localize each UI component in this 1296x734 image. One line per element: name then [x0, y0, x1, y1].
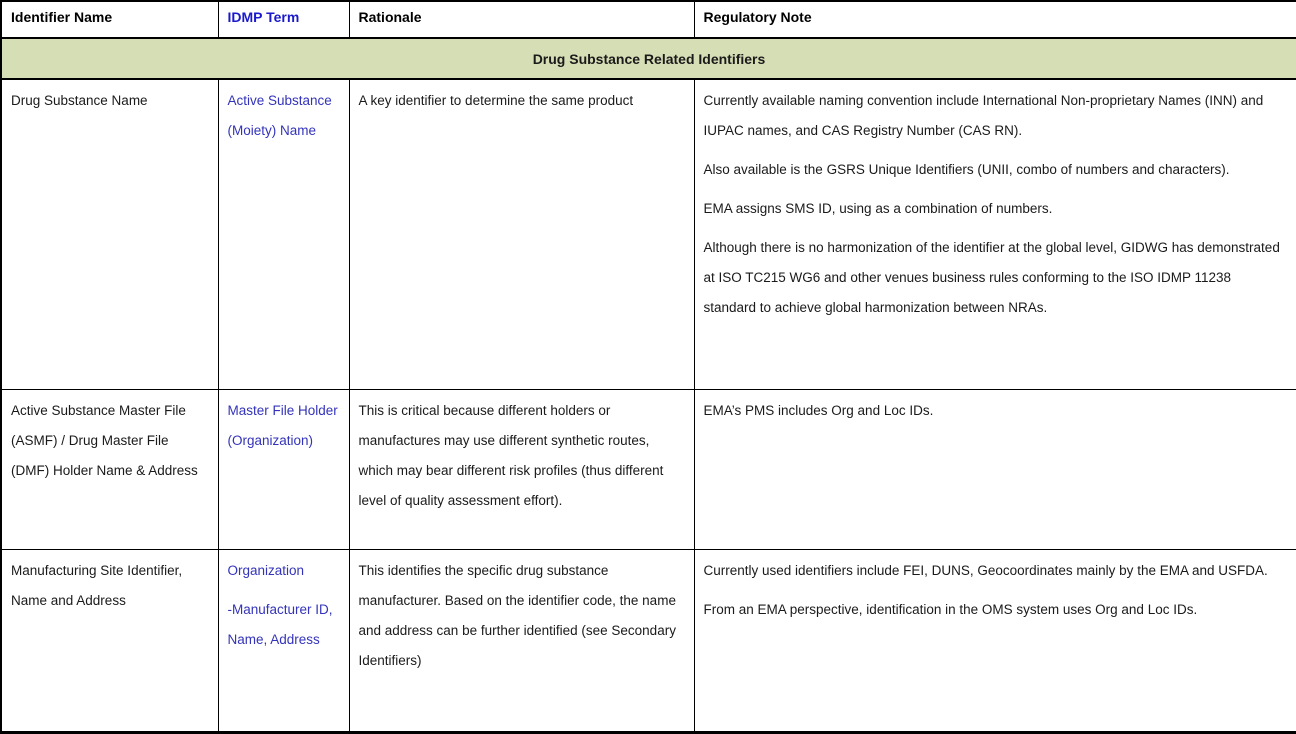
cell-paragraph: Master File Holder (Organization) — [227, 402, 338, 448]
cell-paragraph: A key identifier to determine the same p… — [358, 93, 634, 108]
regulatory-note-cell: Currently used identifiers include FEI, … — [693, 548, 1296, 733]
rationale-cell: This identifies the specific drug substa… — [348, 548, 695, 733]
cell-paragraph: Organization — [227, 562, 305, 578]
cell-paragraph: Although there is no harmonization of th… — [703, 240, 1280, 315]
table-header: Identifier Name IDMP Term Rationale Regu… — [0, 0, 1296, 39]
header-row: Identifier Name IDMP Term Rationale Regu… — [0, 0, 1296, 39]
idmp-term-cell: Master File Holder (Organization) — [217, 388, 350, 550]
cell-paragraph: Manufacturing Site Identifier, Name and … — [11, 562, 183, 608]
rationale-cell: A key identifier to determine the same p… — [348, 78, 695, 390]
cell-paragraph: Also available is the GSRS Unique Identi… — [703, 162, 1230, 177]
section-header-row: Drug Substance Related Identifiers — [0, 37, 1296, 80]
regulatory-note-cell: EMA’s PMS includes Org and Loc IDs. — [693, 388, 1296, 550]
column-header-identifier-name: Identifier Name — [0, 0, 219, 39]
table-row: Drug Substance Name Active Substance (Mo… — [0, 78, 1296, 390]
cell-paragraph: Active Substance Master File (ASMF) / Dr… — [11, 402, 198, 478]
identifier-name-cell: Active Substance Master File (ASMF) / Dr… — [0, 388, 219, 550]
cell-paragraph: From an EMA perspective, identification … — [703, 601, 1198, 617]
idmp-term-cell: Organization -Manufacturer ID, Name, Addr… — [217, 548, 350, 733]
identifier-name-cell: Manufacturing Site Identifier, Name and … — [0, 548, 219, 733]
identifier-name-cell: Drug Substance Name — [0, 78, 219, 390]
cell-paragraph: This identifies the specific drug substa… — [358, 562, 676, 668]
regulatory-note-cell: Currently available naming convention in… — [693, 78, 1296, 390]
table-row: Manufacturing Site Identifier, Name and … — [0, 548, 1296, 733]
column-header-regulatory-note: Regulatory Note — [693, 0, 1296, 39]
cell-paragraph: EMA assigns SMS ID, using as a combinati… — [703, 201, 1053, 216]
rationale-cell: This is critical because different holde… — [348, 388, 695, 550]
section-header: Drug Substance Related Identifiers — [0, 37, 1296, 80]
cell-paragraph: Active Substance (Moiety) Name — [227, 93, 332, 138]
idmp-term-cell: Active Substance (Moiety) Name — [217, 78, 350, 390]
cell-paragraph: Currently used identifiers include FEI, … — [703, 562, 1268, 578]
column-header-rationale: Rationale — [348, 0, 695, 39]
cell-paragraph: -Manufacturer ID, Name, Address — [227, 601, 333, 647]
cell-paragraph: Currently available naming convention in… — [703, 93, 1264, 138]
cell-paragraph: This is critical because different holde… — [358, 402, 664, 508]
cell-paragraph: Drug Substance Name — [11, 93, 148, 108]
table-body: Drug Substance Related Identifiers Drug … — [0, 37, 1296, 733]
table-row: Active Substance Master File (ASMF) / Dr… — [0, 388, 1296, 550]
column-header-idmp-term: IDMP Term — [217, 0, 350, 39]
cell-paragraph: EMA’s PMS includes Org and Loc IDs. — [703, 402, 934, 418]
